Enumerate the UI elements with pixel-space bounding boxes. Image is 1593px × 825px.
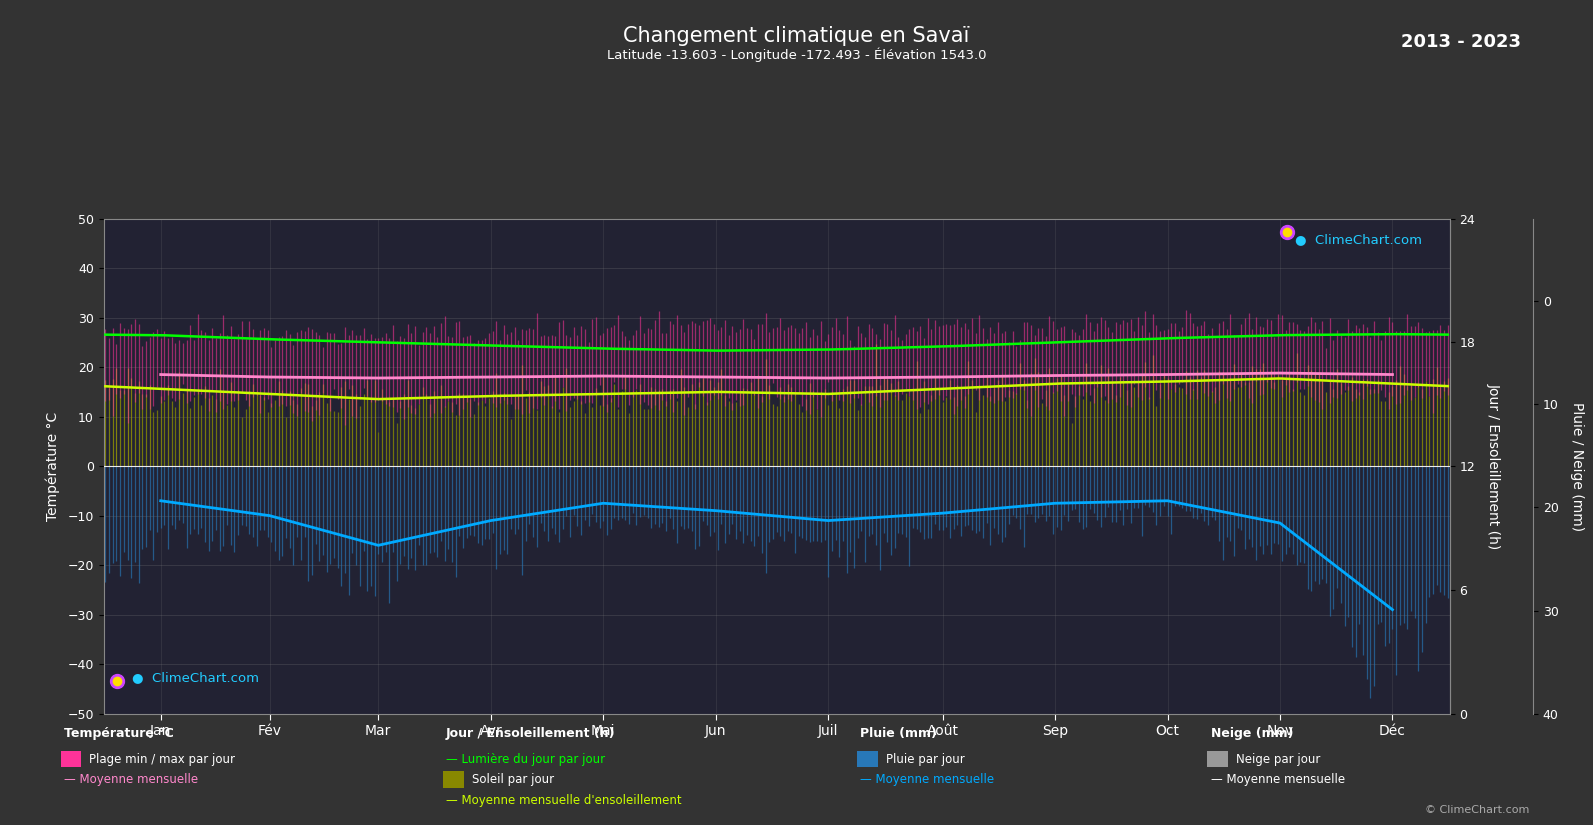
Text: Pluie par jour: Pluie par jour bbox=[886, 752, 964, 766]
Text: 2013 - 2023: 2013 - 2023 bbox=[1402, 33, 1521, 51]
Text: — Moyenne mensuelle: — Moyenne mensuelle bbox=[860, 773, 994, 786]
Text: ●  ClimeChart.com: ● ClimeChart.com bbox=[1295, 233, 1421, 247]
Text: Soleil par jour: Soleil par jour bbox=[472, 773, 554, 786]
Y-axis label: Pluie / Neige (mm): Pluie / Neige (mm) bbox=[1569, 402, 1583, 530]
Text: Latitude -13.603 - Longitude -172.493 - Élévation 1543.0: Latitude -13.603 - Longitude -172.493 - … bbox=[607, 47, 986, 62]
Y-axis label: Jour / Ensoleillement (h): Jour / Ensoleillement (h) bbox=[1486, 383, 1501, 549]
Text: — Moyenne mensuelle d'ensoleillement: — Moyenne mensuelle d'ensoleillement bbox=[446, 794, 682, 807]
Text: — Lumière du jour par jour: — Lumière du jour par jour bbox=[446, 752, 605, 766]
Text: Neige (mm): Neige (mm) bbox=[1211, 727, 1294, 740]
Y-axis label: Température °C: Température °C bbox=[46, 412, 61, 521]
Text: Neige par jour: Neige par jour bbox=[1236, 752, 1321, 766]
Text: Température °C: Température °C bbox=[64, 727, 174, 740]
Text: Plage min / max par jour: Plage min / max par jour bbox=[89, 752, 236, 766]
Text: — Moyenne mensuelle: — Moyenne mensuelle bbox=[64, 773, 198, 786]
Text: — Moyenne mensuelle: — Moyenne mensuelle bbox=[1211, 773, 1344, 786]
Text: Changement climatique en Savaï: Changement climatique en Savaï bbox=[623, 26, 970, 46]
Text: Jour / Ensoleillement (h): Jour / Ensoleillement (h) bbox=[446, 727, 615, 740]
Text: ●  ClimeChart.com: ● ClimeChart.com bbox=[132, 671, 258, 684]
Text: Pluie (mm): Pluie (mm) bbox=[860, 727, 937, 740]
Text: © ClimeChart.com: © ClimeChart.com bbox=[1424, 805, 1529, 815]
